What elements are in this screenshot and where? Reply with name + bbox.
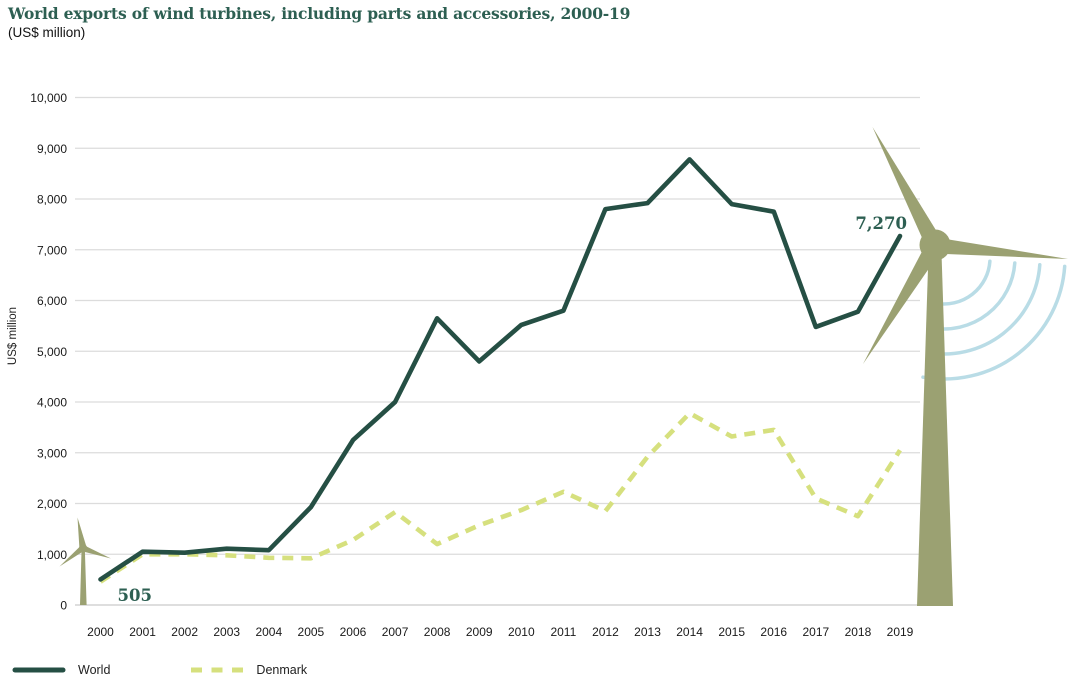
x-tick-label: 2014 [676,625,703,639]
x-tick-label: 2008 [424,625,451,639]
denmark-line [99,410,902,584]
x-tick-label: 2011 [550,625,576,639]
y-tick-label: 2,000 [37,497,67,511]
x-tick-label: 2005 [298,625,325,639]
x-tick-label: 2001 [129,625,156,639]
x-tick-label: 2004 [255,625,282,639]
x-tick-label: 2000 [87,625,114,639]
x-tick-label: 2002 [171,625,198,639]
value-label-2019: 7,270 [855,214,907,233]
y-tick-label: 0 [60,599,67,613]
x-tick-label: 2007 [382,625,409,639]
x-tick-label: 2003 [213,625,240,639]
small-wind-turbine-icon [59,517,111,605]
value-label-2000: 505 [118,586,152,605]
legend-item-denmark: Denmark [190,663,307,677]
x-tick-label: 2010 [508,625,535,639]
y-tick-label: 3,000 [37,446,67,460]
y-tick-label: 4,000 [37,396,67,410]
legend-label-denmark: Denmark [256,663,308,677]
x-axis-tick-labels: 2000 2001 2002 2003 2004 2005 2006 2007 2008 2009… [87,625,914,639]
x-tick-label: 2018 [845,625,872,639]
world-line-swatch-icon [12,667,66,673]
y-tick-label: 8,000 [37,193,67,207]
y-axis-title: US$ million [7,307,19,365]
y-tick-label: 10,000 [30,91,67,105]
x-tick-label: 2006 [340,625,367,639]
denmark-line-swatch-icon [191,667,244,673]
x-tick-label: 2009 [466,625,493,639]
chart-subtitle: (US$ million) [8,25,86,40]
x-tick-label: 2016 [760,625,787,639]
x-tick-label: 2019 [887,625,914,639]
x-tick-label: 2013 [634,625,661,639]
signal-arcs-icon [921,259,1067,381]
y-tick-label: 1,000 [37,548,67,562]
x-tick-label: 2012 [592,625,619,639]
y-tick-label: 9,000 [37,142,67,156]
gridlines [75,96,920,606]
x-tick-label: 2015 [718,625,745,639]
large-wind-turbine-icon [863,127,1068,606]
chart-legend: World Denmark [12,663,307,677]
y-axis-tick-labels: 0 1,000 2,000 3,000 4,000 5,000 6,000 7,000 8,00… [30,91,67,613]
x-tick-label: 2017 [802,625,829,639]
y-tick-label: 7,000 [37,243,67,257]
chart-title: World exports of wind turbines, includin… [8,4,631,23]
y-tick-label: 5,000 [37,345,67,359]
legend-item-world: World [12,663,110,677]
y-tick-label: 6,000 [37,294,67,308]
legend-label-world: World [78,663,111,677]
world-line [98,157,903,582]
